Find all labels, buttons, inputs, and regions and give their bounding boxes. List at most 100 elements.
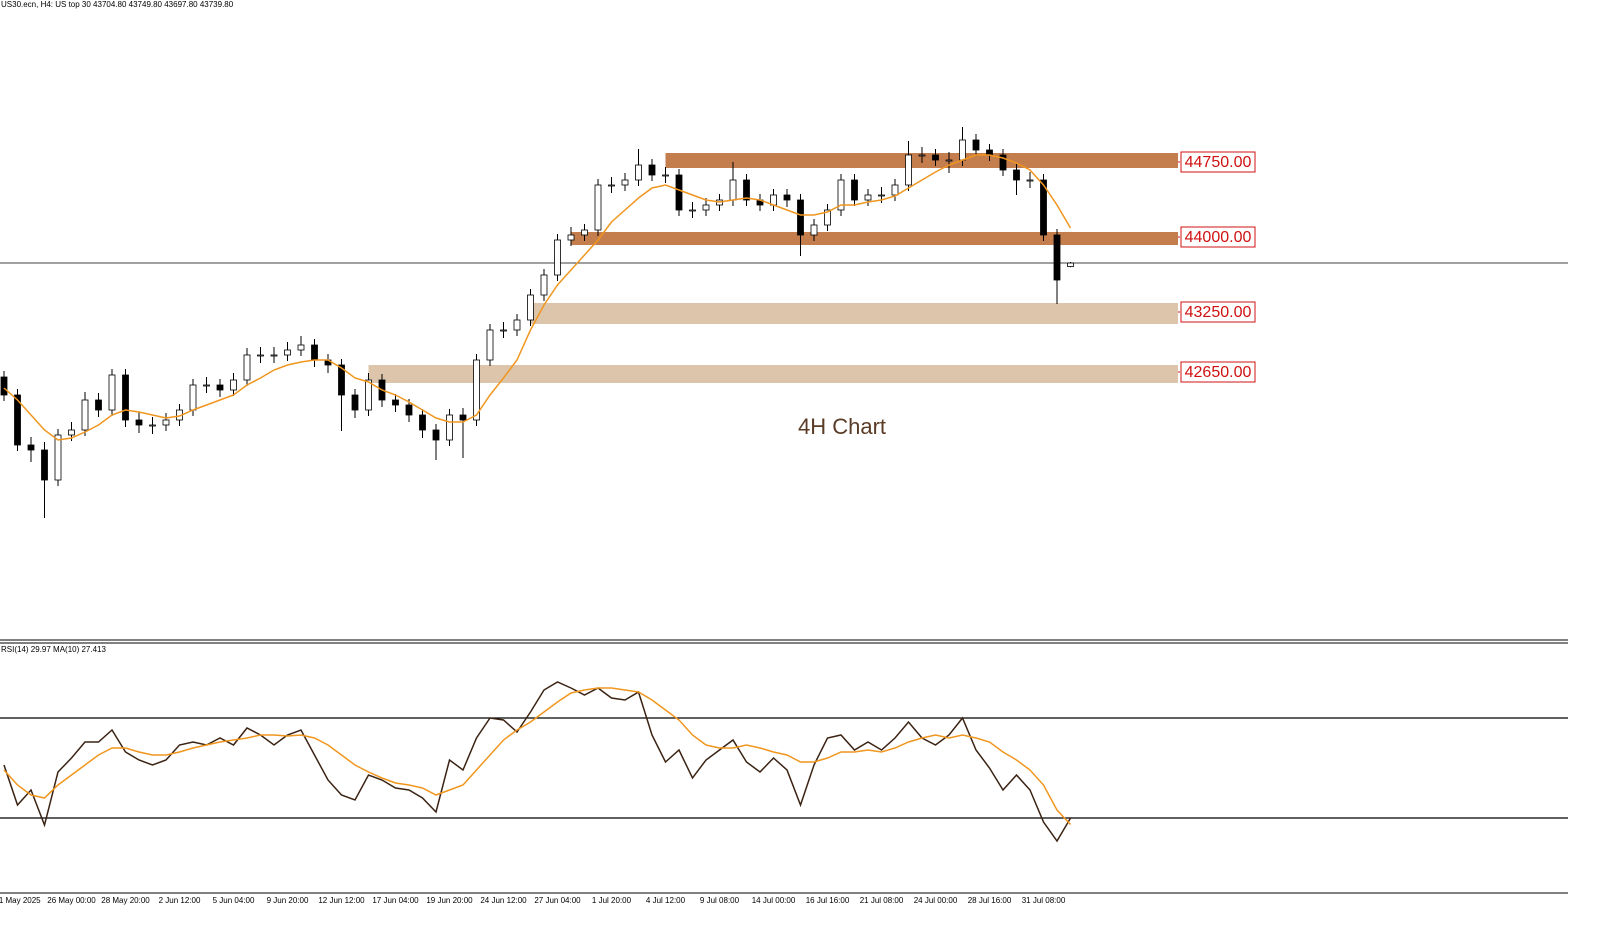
x-tick-label: 27 Jun 04:00 bbox=[534, 896, 581, 905]
zone-label: 43250.00 bbox=[1185, 304, 1252, 321]
x-tick-label: 14 Jul 00:00 bbox=[752, 896, 796, 905]
zone-label-box bbox=[1180, 361, 1256, 383]
candle-body bbox=[662, 174, 669, 177]
candle-body bbox=[270, 354, 278, 357]
candle-body bbox=[810, 224, 818, 236]
moving-average bbox=[3, 154, 1072, 441]
candle-body bbox=[216, 384, 224, 391]
candle-body bbox=[54, 434, 62, 481]
rsi-line bbox=[3, 681, 1072, 843]
candle-body bbox=[581, 229, 588, 236]
candle-body bbox=[608, 184, 615, 187]
x-tick-label: 16 Jul 16:00 bbox=[806, 896, 850, 905]
candle-body bbox=[783, 194, 791, 201]
candle-body bbox=[594, 184, 602, 231]
candle-body bbox=[972, 139, 980, 151]
x-tick-label: 26 May 00:00 bbox=[47, 896, 96, 905]
candle-body bbox=[135, 419, 143, 426]
candle-body bbox=[999, 154, 1007, 171]
candle-body bbox=[567, 234, 575, 241]
candle-body bbox=[513, 319, 521, 331]
x-tick-label: 28 May 20:00 bbox=[101, 896, 150, 905]
zone-label: 44750.00 bbox=[1185, 154, 1252, 171]
candle-body bbox=[837, 179, 845, 211]
candle-body bbox=[365, 379, 372, 411]
candle-body bbox=[905, 154, 912, 186]
candle-body bbox=[932, 154, 939, 161]
rsi-header: RSI(14) 29.97 MA(10) 27.413 bbox=[1, 645, 106, 654]
candle-body bbox=[878, 194, 885, 197]
zone-label: 42650.00 bbox=[1185, 364, 1252, 381]
candle-body bbox=[108, 374, 116, 411]
x-tick-label: 19 Jun 20:00 bbox=[426, 896, 473, 905]
candle-body bbox=[284, 349, 291, 356]
candle-body bbox=[95, 399, 102, 411]
candle-body bbox=[0, 376, 8, 396]
candle-body bbox=[621, 179, 629, 186]
x-tick-label: 21 Jul 08:00 bbox=[860, 896, 904, 905]
candle-body bbox=[405, 404, 413, 416]
candle-body bbox=[851, 179, 858, 201]
x-tick-label: 4 Jul 12:00 bbox=[646, 896, 686, 905]
candle-body bbox=[419, 414, 426, 431]
zone-label-box bbox=[1180, 301, 1256, 323]
candle-body bbox=[351, 394, 359, 411]
candle-body bbox=[1040, 179, 1047, 236]
candle-body bbox=[473, 359, 480, 421]
candle-body bbox=[675, 174, 683, 211]
zone-label: 44000.00 bbox=[1185, 229, 1252, 246]
candle-body bbox=[297, 344, 305, 351]
candle-body bbox=[257, 354, 264, 357]
candle-body bbox=[392, 399, 399, 406]
candle-body bbox=[554, 239, 561, 276]
candle-body bbox=[527, 294, 534, 321]
candle-body bbox=[203, 384, 210, 387]
candle-body bbox=[635, 164, 642, 181]
rsi-line bbox=[3, 687, 1072, 825]
candle-body bbox=[446, 414, 453, 441]
candle-body bbox=[1067, 262, 1074, 267]
x-tick-label: 28 Jul 16:00 bbox=[968, 896, 1012, 905]
annotation: 4H Chart bbox=[798, 414, 886, 439]
candle-body bbox=[959, 139, 966, 161]
x-tick-label: 9 Jul 08:00 bbox=[700, 896, 740, 905]
candle-body bbox=[864, 194, 872, 201]
candle-body bbox=[702, 204, 710, 211]
x-tick-label: 9 Jun 20:00 bbox=[267, 896, 309, 905]
candle-body bbox=[540, 274, 548, 296]
candle-body bbox=[14, 394, 21, 446]
x-tick-label: 31 Jul 08:00 bbox=[1022, 896, 1066, 905]
zone bbox=[530, 303, 1178, 324]
candle-body bbox=[918, 154, 926, 157]
candle-body bbox=[459, 414, 467, 421]
candle-body bbox=[230, 379, 237, 391]
candle-body bbox=[729, 179, 737, 201]
candle-body bbox=[500, 329, 507, 332]
zone bbox=[368, 365, 1178, 383]
zone-label-box bbox=[1180, 151, 1256, 173]
candle-body bbox=[1026, 179, 1034, 182]
x-tick-label: 2 Jun 12:00 bbox=[159, 896, 201, 905]
candle-body bbox=[1053, 234, 1061, 281]
x-tick-label: 21 May 2025 bbox=[0, 896, 41, 905]
main-header: US30.ecn, H4: US top 30 43704.80 43749.8… bbox=[1, 0, 234, 9]
candle-body bbox=[945, 159, 953, 162]
zone-label-box bbox=[1180, 226, 1256, 248]
candle-body bbox=[311, 344, 318, 361]
candle-body bbox=[27, 444, 35, 451]
x-tick-label: 17 Jun 04:00 bbox=[372, 896, 419, 905]
candle-body bbox=[648, 164, 656, 176]
x-tick-label: 24 Jul 00:00 bbox=[914, 896, 958, 905]
candle-body bbox=[189, 384, 197, 411]
candle-body bbox=[338, 364, 345, 396]
x-tick-label: 24 Jun 12:00 bbox=[480, 896, 527, 905]
candle-body bbox=[432, 429, 440, 441]
candle-body bbox=[149, 424, 156, 427]
candle-body bbox=[41, 449, 48, 481]
x-tick-label: 12 Jun 12:00 bbox=[318, 896, 365, 905]
zone bbox=[571, 232, 1178, 245]
candle-body bbox=[122, 374, 129, 421]
candle-body bbox=[243, 354, 251, 381]
candle-body bbox=[743, 179, 750, 201]
